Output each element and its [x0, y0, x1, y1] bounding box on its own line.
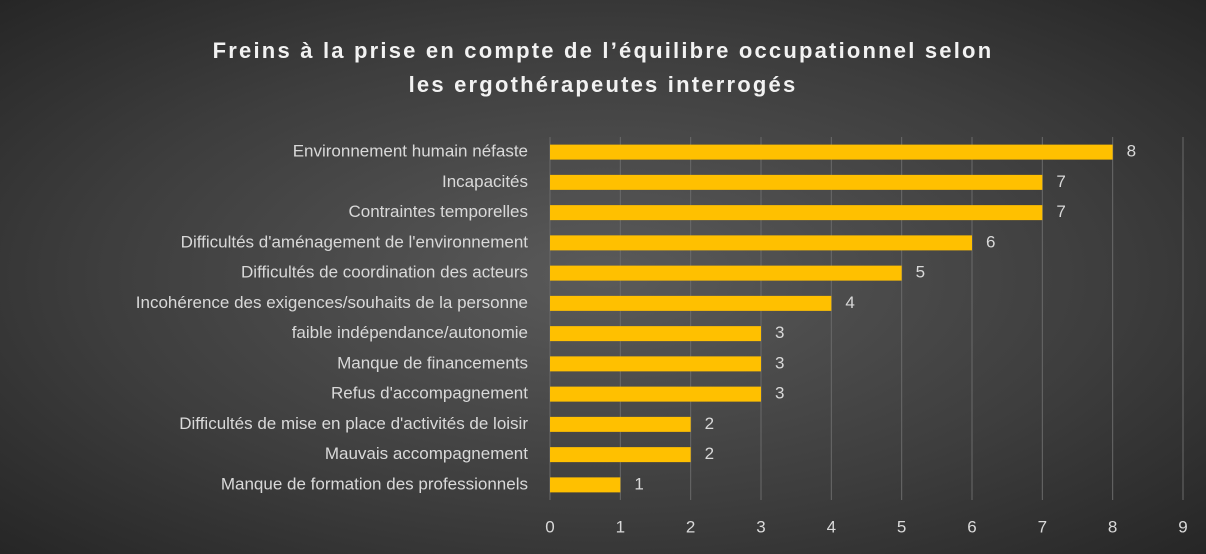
y-tick-label: Refus d'accompagnement: [331, 384, 528, 403]
bar: [550, 235, 972, 251]
bar: [550, 265, 902, 281]
x-tick-label: 5: [897, 517, 906, 536]
x-tick-label: 9: [1178, 517, 1187, 536]
value-label: 1: [634, 474, 643, 493]
y-tick-label: faible indépendance/autonomie: [292, 323, 528, 342]
chart-title: Freins à la prise en compte de l’équilib…: [212, 38, 994, 97]
bar: [550, 356, 761, 372]
value-label: 3: [775, 384, 784, 403]
y-tick-label: Environnement humain néfaste: [293, 142, 528, 161]
value-label: 8: [1127, 142, 1136, 161]
x-tick-label: 2: [686, 517, 695, 536]
x-tick-label: 0: [545, 517, 554, 536]
value-label: 7: [1056, 172, 1065, 191]
x-tick-label: 8: [1108, 517, 1117, 536]
x-tick-label: 1: [616, 517, 625, 536]
bar: [550, 386, 761, 402]
x-tick-label: 7: [1038, 517, 1047, 536]
y-tick-label: Difficultés d'aménagement de l'environne…: [181, 232, 529, 251]
y-tick-label: Mauvais accompagnement: [325, 444, 528, 463]
value-label: 6: [986, 232, 995, 251]
value-label: 7: [1056, 202, 1065, 221]
value-label: 3: [775, 353, 784, 372]
y-tick-label: Incapacités: [442, 172, 528, 191]
y-tick-label: Incohérence des exigences/souhaits de la…: [136, 293, 528, 312]
x-tick-label: 4: [827, 517, 836, 536]
x-tick-label: 6: [967, 517, 976, 536]
bar: [550, 295, 832, 311]
y-tick-label: Difficultés de mise en place d'activités…: [179, 414, 528, 433]
y-tick-label: Manque de formation des professionnels: [221, 474, 528, 493]
value-label: 5: [916, 263, 925, 282]
bar: [550, 416, 691, 432]
bar: [550, 205, 1043, 221]
y-tick-label: Manque de financements: [337, 353, 528, 372]
value-label: 2: [705, 414, 714, 433]
bar: [550, 174, 1043, 190]
value-label: 2: [705, 444, 714, 463]
bar: [550, 144, 1113, 160]
y-tick-label: Difficultés de coordination des acteurs: [241, 263, 528, 282]
value-label: 4: [845, 293, 854, 312]
x-tick-label: 3: [756, 517, 765, 536]
bar: [550, 326, 761, 342]
bar: [550, 447, 691, 463]
value-label: 3: [775, 323, 784, 342]
y-tick-label: Contraintes temporelles: [348, 202, 528, 221]
bar: [550, 477, 621, 493]
